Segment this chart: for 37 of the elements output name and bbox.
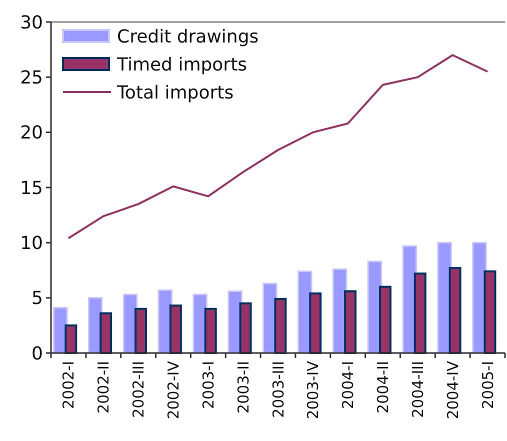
x-tick-label: 2004-III (408, 361, 427, 418)
y-tick-label: 15 (20, 178, 43, 199)
x-tick-label: 2004-I (339, 361, 358, 410)
bar (309, 292, 322, 354)
legend-label: Credit drawings (117, 26, 259, 48)
bar (100, 312, 112, 354)
bar (169, 304, 182, 354)
x-tick-label: 2002-IV (164, 360, 182, 420)
y-tick-label: 20 (20, 122, 43, 144)
x-tick-label: 2004-II (374, 361, 392, 414)
bar (239, 302, 252, 354)
bar (484, 270, 496, 354)
y-tick-label: 25 (20, 67, 43, 88)
x-tick-label: 2002-I (60, 361, 78, 410)
bar (378, 286, 392, 354)
y-tick-label: 30 (20, 12, 43, 34)
y-tick-label: 5 (32, 288, 43, 310)
x-tick-label: 2003-II (234, 361, 252, 414)
x-tick-label: 2004-IV (444, 360, 462, 420)
legend-label: Timed imports (116, 54, 248, 76)
bar (204, 308, 217, 354)
bar (274, 298, 287, 354)
bar (64, 324, 78, 354)
bar (448, 267, 462, 354)
x-tick-label: 2002-II (94, 361, 113, 414)
y-tick-label: 0 (32, 343, 43, 364)
x-tick-label: 2005-I (478, 361, 497, 410)
y-tick-label: 10 (20, 232, 43, 254)
bar (344, 290, 357, 354)
x-tick-label: 2003-IV (304, 360, 322, 420)
bar (414, 272, 426, 354)
x-tick-label: 2003-III (269, 361, 288, 418)
line-series (67, 54, 489, 240)
x-tick-label: 2003-I (199, 361, 218, 410)
legend-label: Total imports (116, 82, 234, 104)
x-tick-label: 2002-III (130, 361, 148, 418)
bar (134, 308, 147, 354)
